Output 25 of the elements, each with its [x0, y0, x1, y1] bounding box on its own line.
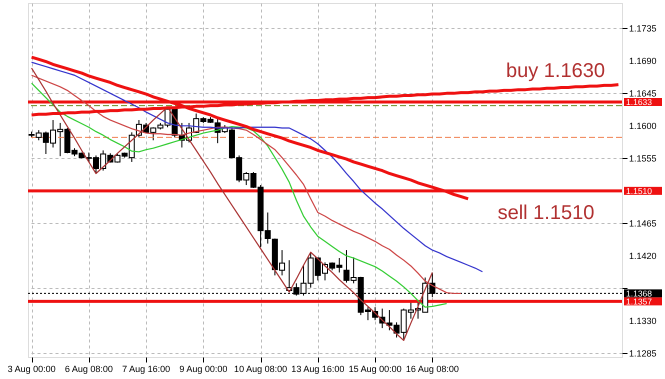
- y-tick-label: 1.1555: [629, 153, 657, 164]
- annotation: buy 1.1630: [506, 60, 605, 82]
- line-series: [30, 62, 484, 272]
- x-tick-label: 13 Aug 16:00: [291, 364, 344, 374]
- y-tick-label: 1.1600: [629, 120, 657, 131]
- y-tick-label: 1.1285: [629, 348, 657, 358]
- x-tick-label: 7 Aug 16:00: [122, 364, 170, 374]
- ref-line-label: 1.1357: [626, 296, 652, 306]
- ref-line-label: 1.1510: [626, 186, 652, 196]
- x-tick-label: 10 Aug 08:00: [234, 364, 288, 374]
- x-tick-label: 16 Aug 08:00: [406, 364, 459, 374]
- line-series: [30, 67, 433, 341]
- ref-line-label: 1.1368: [626, 288, 652, 298]
- y-tick-label: 1.1645: [629, 88, 657, 98]
- x-tick-label: 3 Aug 00:00: [8, 364, 56, 374]
- y-tick-label: 1.1465: [629, 218, 657, 228]
- x-tick-label: 9 Aug 00:00: [179, 364, 228, 374]
- y-tick-label: 1.1420: [629, 250, 657, 261]
- x-tick-label: 15 Aug 00:00: [348, 364, 402, 374]
- y-tick-label: 1.1735: [629, 23, 657, 34]
- x-tick-label: 6 Aug 08:00: [64, 364, 113, 374]
- y-tick-label: 1.1330: [629, 316, 657, 326]
- y-tick-label: 1.1690: [629, 56, 657, 66]
- ref-line-label: 1.1633: [626, 96, 652, 107]
- annotation: sell 1.1510: [498, 202, 594, 224]
